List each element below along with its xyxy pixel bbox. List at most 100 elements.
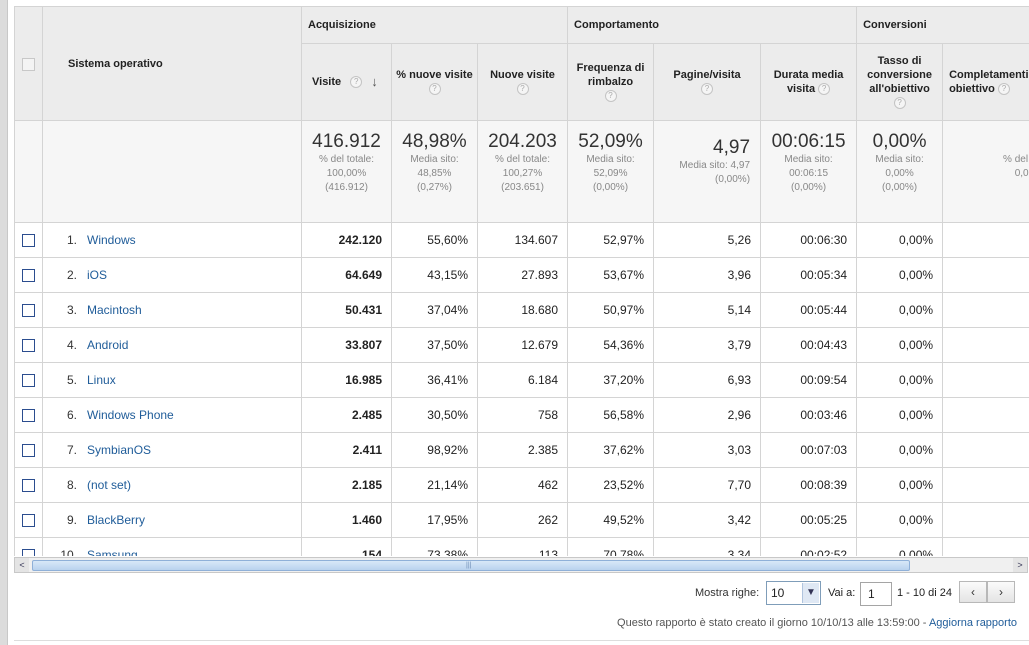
row-index: 9. [66,513,77,527]
row-select-cell [14,362,43,398]
os-link[interactable]: Macintosh [87,303,142,317]
cell-goal-completions [942,222,1029,258]
summary-new-visits-pct: 48,98% Media sito: 48,85% (0,27%) [391,120,478,223]
help-icon[interactable]: ? [818,83,831,96]
row-checkbox[interactable] [22,479,35,493]
cell-new-visits: 6.184 [476,362,569,398]
cell-goal-completions [942,327,1029,363]
next-page-button[interactable]: › [987,581,1015,603]
select-all-checkbox[interactable] [22,57,35,71]
cell-avg-duration: 00:02:52 [760,537,858,556]
cell-visits: 2.411 [301,432,392,468]
cell-new-visits: 27.893 [476,257,569,293]
summary-empty-cell [14,120,43,223]
os-link[interactable]: Android [87,338,129,352]
summary-goal-completions-l1: % del totale: [1003,154,1029,165]
scroll-left-button[interactable]: < [15,558,29,572]
row-os-cell: 2. iOS [42,257,302,293]
help-icon[interactable]: ? [893,97,906,110]
cell-pages-per-visit: 3,34 [653,537,762,556]
row-checkbox[interactable] [22,234,35,248]
col-header-new-visits[interactable]: Nuove visite ? [476,43,569,121]
chevron-left-icon: ‹ [971,585,975,599]
prev-page-button[interactable]: ‹ [959,581,987,603]
help-icon[interactable]: ? [350,76,363,89]
help-icon[interactable]: ? [701,83,714,96]
row-checkbox[interactable] [22,514,35,528]
col-header-bounce-rate[interactable]: Frequenza di rimbalzo ? [567,43,655,121]
cell-visits: 242.120 [301,222,392,258]
sort-descending-icon[interactable]: ↓ [371,74,378,90]
cell-avg-duration: 00:05:44 [760,292,858,328]
cell-new-visits-pct: 17,95% [391,502,478,538]
summary-bounce-rate-value: 52,09% [578,131,643,152]
col-header-new-visits-pct[interactable]: % nuove visite ? [391,43,478,121]
cell-new-visits-pct: 37,50% [391,327,478,363]
row-select-cell [14,432,43,468]
summary-new-visits-pct-value: 48,98% [402,131,467,152]
table-row: 10. Samsung 154 73,38% 113 70,78% 3,34 00:02:52… [14,537,1029,556]
table-row: 1. Windows 242.120 55,60% 134.607 52,97% 5,26 0… [14,222,1029,258]
cell-bounce-rate: 37,20% [567,362,655,398]
row-index: 6. [66,408,77,422]
row-checkbox[interactable] [22,304,35,318]
table-row: 6. Windows Phone 2.485 30,50% 758 56,58% 2,96 0… [14,397,1029,433]
goto-page-input[interactable]: 1 [860,582,892,606]
dimension-header[interactable]: Sistema operativo [42,6,302,121]
col-header-goal-completions[interactable]: Completamenti obiettivo ? [942,43,1029,121]
show-rows-select[interactable]: 10 ▼ [766,581,821,605]
row-checkbox[interactable] [22,269,35,283]
os-link[interactable]: Windows Phone [87,408,174,422]
summary-pages-per-visit-value: 4,97 [713,137,751,158]
bottom-divider [14,640,1029,641]
os-link[interactable]: Windows [87,233,136,247]
summary-avg-duration-value: 00:06:15 [771,131,846,152]
cell-pages-per-visit: 6,93 [653,362,762,398]
row-select-cell [14,292,43,328]
col-header-avg-duration[interactable]: Durata media visita ? [760,43,858,121]
row-os-cell: 9. BlackBerry [42,502,302,538]
help-icon[interactable]: ? [428,83,441,96]
row-checkbox[interactable] [22,444,35,458]
os-link[interactable]: iOS [87,268,108,282]
cell-avg-duration: 00:09:54 [760,362,858,398]
row-checkbox[interactable] [22,339,35,353]
help-icon[interactable]: ? [516,83,529,96]
chevron-down-icon: ▼ [802,583,819,603]
row-os-cell: 7. SymbianOS [42,432,302,468]
cell-new-visits-pct: 21,14% [391,467,478,503]
row-select-cell [14,222,43,258]
cell-bounce-rate: 54,36% [567,327,655,363]
row-index: 5. [66,373,77,387]
row-checkbox[interactable] [22,549,35,556]
scrollbar-thumb[interactable]: ||| [32,560,910,571]
row-select-cell [14,397,43,433]
os-link[interactable]: Linux [87,373,116,387]
row-os-cell: 6. Windows Phone [42,397,302,433]
summary-conv-rate-l1: Media sito: [875,154,924,165]
help-icon[interactable]: ? [997,83,1010,96]
os-link[interactable]: (not set) [87,478,132,492]
os-link[interactable]: BlackBerry [87,513,146,527]
horizontal-scrollbar[interactable]: < ||| > [14,557,1028,573]
cell-avg-duration: 00:07:03 [760,432,858,468]
cell-goal-completions [942,432,1029,468]
row-index: 4. [66,338,77,352]
scroll-right-button[interactable]: > [1013,558,1027,572]
col-header-pages-per-visit-label: Pagine/visita [673,69,741,81]
os-link[interactable]: Samsung [87,548,138,556]
cell-goal-completions [942,362,1029,398]
update-report-link[interactable]: Aggiorna rapporto [928,617,1017,629]
os-link[interactable]: SymbianOS [87,443,152,457]
row-checkbox[interactable] [22,374,35,388]
col-header-pages-per-visit[interactable]: Pagine/visita ? [653,43,762,121]
help-icon[interactable]: ? [604,90,617,103]
show-rows-label: Mostra righe: [695,587,760,599]
col-header-visits[interactable]: Visite ? ↓ [301,43,392,121]
col-header-conv-rate[interactable]: Tasso di conversione all'obiettivo ? [856,43,944,121]
row-checkbox[interactable] [22,409,35,423]
cell-goal-completions [942,537,1029,556]
cell-conv-rate: 0,00% [856,537,944,556]
row-index: 7. [66,443,77,457]
row-os-cell: 1. Windows [42,222,302,258]
